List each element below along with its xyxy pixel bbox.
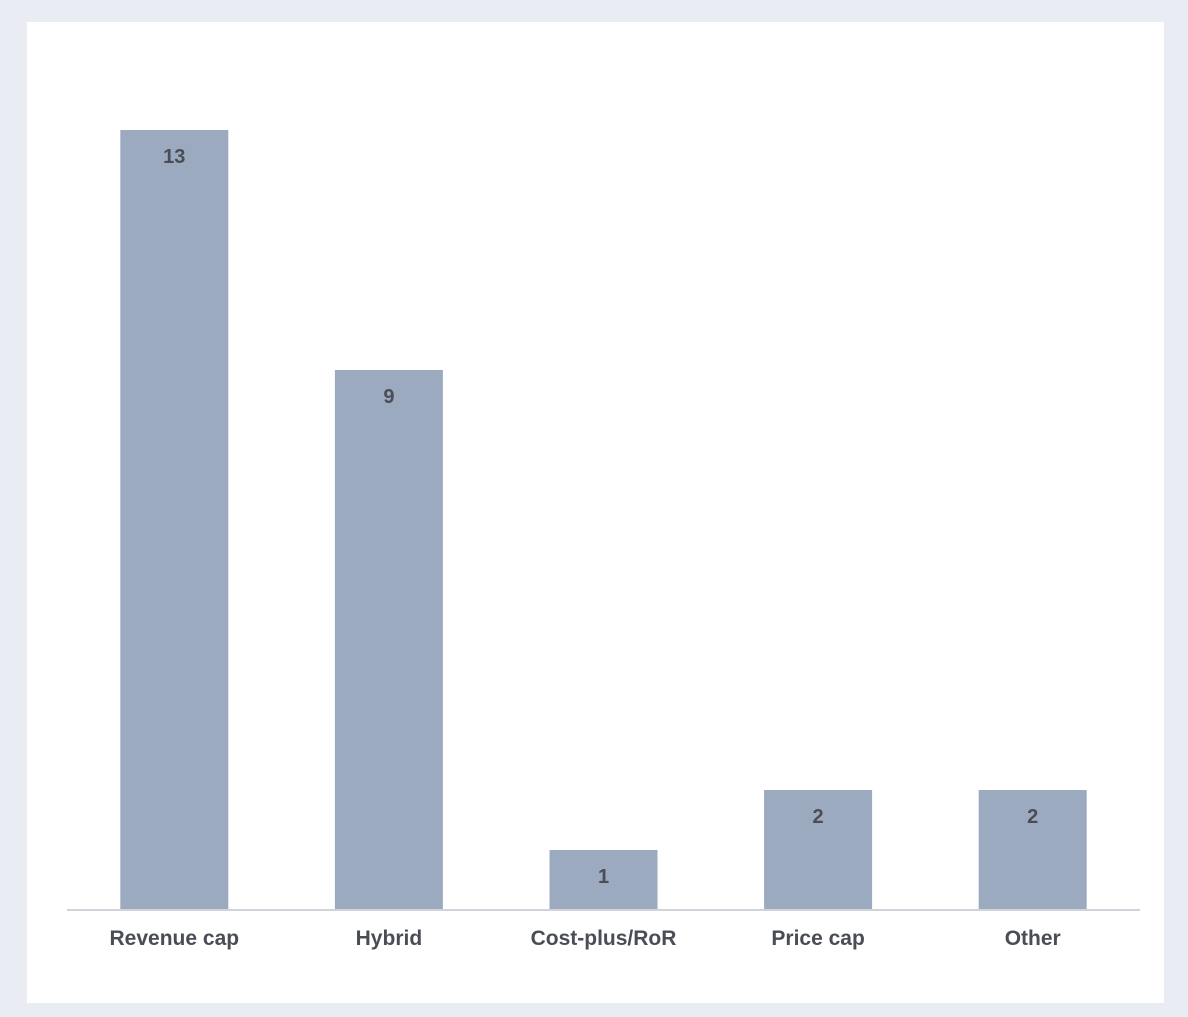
- bar-revenue-cap: [120, 130, 229, 910]
- bar-hybrid: [334, 370, 443, 910]
- value-label-other: 2: [1027, 806, 1038, 828]
- bar-cost-plus-ror: [549, 850, 658, 910]
- category-label-hybrid: Hybrid: [356, 927, 423, 950]
- value-labels-group: 13 9 1 2 2: [163, 146, 1038, 888]
- category-label-other: Other: [1005, 927, 1061, 950]
- category-label-price-cap: Price cap: [771, 927, 864, 950]
- category-label-cost-plus-ror: Cost-plus/RoR: [531, 927, 677, 950]
- category-labels-group: Revenue cap Hybrid Cost-plus/RoR Price cap O…: [110, 927, 1061, 950]
- value-label-hybrid: 9: [383, 386, 394, 408]
- value-label-price-cap: 2: [813, 806, 824, 828]
- category-label-revenue-cap: Revenue cap: [110, 927, 240, 950]
- bars-group: [120, 130, 1087, 910]
- value-label-cost-plus-ror: 1: [598, 866, 609, 888]
- bar-price-cap: [764, 790, 873, 910]
- value-label-revenue-cap: 13: [163, 146, 185, 168]
- bar-other: [978, 790, 1087, 910]
